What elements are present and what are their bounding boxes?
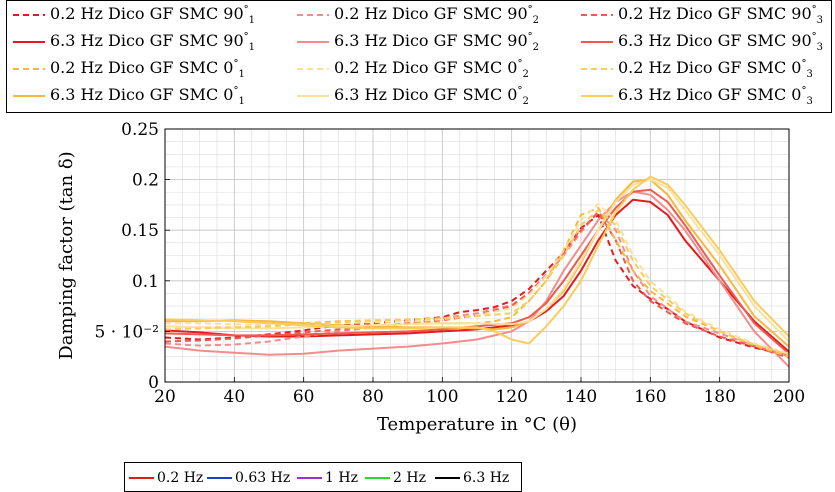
- legend-item: 6.3 Hz Dico GF SMC 90°2: [295, 30, 539, 54]
- bottom-legend-swatch: [207, 477, 232, 479]
- legend-label: 0.2 Hz Dico GF SMC 0°1: [50, 57, 245, 81]
- legend-label: 0.2 Hz Dico GF SMC 90°1: [50, 3, 255, 27]
- legend-swatch: [297, 68, 329, 70]
- legend-swatch: [581, 41, 613, 43]
- y-tick-label: 5 · 10⁻²: [95, 322, 159, 342]
- legend-item: 0.2 Hz Dico GF SMC 0°2: [295, 57, 529, 81]
- series-line-6: [164, 188, 790, 355]
- bottom-legend-label: 1 Hz: [325, 470, 358, 486]
- legend-swatch: [13, 14, 45, 16]
- bottom-legend-label: 0.2 Hz: [157, 470, 204, 486]
- x-tick-label: 120: [495, 387, 527, 407]
- y-tick-label: 0.1: [132, 272, 159, 292]
- bottom-legend-item: 0.63 Hz: [207, 468, 290, 488]
- y-tick-label: 0.2: [132, 171, 159, 191]
- legend-item: 6.3 Hz Dico GF SMC 0°3: [579, 84, 813, 108]
- legend-swatch: [581, 14, 613, 16]
- legend-item: 6.3 Hz Dico GF SMC 90°3: [579, 30, 823, 54]
- legend-swatch: [13, 68, 45, 70]
- legend-swatch: [297, 95, 329, 97]
- x-tick-label: 20: [154, 387, 176, 407]
- y-axis-label: Damping factor (tan δ): [56, 151, 77, 359]
- series-line-12: [164, 175, 790, 345]
- legend-label: 0.2 Hz Dico GF SMC 0°3: [618, 57, 813, 81]
- legend-item: 6.3 Hz Dico GF SMC 0°1: [11, 84, 245, 108]
- legend-swatch: [297, 41, 329, 43]
- ticks: 20 40 60 80 100 120 140 160 180 200 0 5 · 10⁻² 0.1 0.…: [95, 120, 806, 407]
- x-tick-label: 40: [224, 387, 246, 407]
- bottom-legend-item: 2 Hz: [365, 468, 426, 488]
- x-tick-label: 80: [362, 387, 384, 407]
- legend-label: 6.3 Hz Dico GF SMC 0°1: [50, 84, 245, 108]
- bottom-legend-swatch: [129, 477, 154, 479]
- series-line-11: [164, 209, 790, 356]
- legend-swatch: [581, 68, 613, 70]
- x-tick-label: 200: [773, 387, 805, 407]
- x-tick-label: 60: [293, 387, 315, 407]
- legend-swatch: [13, 95, 45, 97]
- legend-swatch: [297, 14, 329, 16]
- x-tick-label: 140: [565, 387, 597, 407]
- legend-bottom: 0.2 Hz 0.63 Hz 1 Hz 2 Hz 6.3 Hz: [124, 462, 522, 492]
- plot-frame: [164, 128, 790, 383]
- legend-item: 0.2 Hz Dico GF SMC 0°3: [579, 57, 813, 81]
- legend-label: 0.2 Hz Dico GF SMC 90°3: [618, 3, 823, 27]
- y-tick-label: 0.25: [121, 120, 159, 140]
- legend-item: 6.3 Hz Dico GF SMC 0°2: [295, 84, 529, 108]
- grid: [164, 128, 790, 383]
- bottom-legend-item: 1 Hz: [297, 468, 358, 488]
- x-tick-label: 100: [426, 387, 458, 407]
- bottom-legend-swatch: [297, 477, 322, 479]
- legend-item: 6.3 Hz Dico GF SMC 90°1: [11, 30, 255, 54]
- y-tick-label: 0: [148, 373, 159, 393]
- legend-label: 6.3 Hz Dico GF SMC 90°1: [50, 30, 255, 54]
- legend-item: 0.2 Hz Dico GF SMC 0°1: [11, 57, 245, 81]
- y-tick-label: 0.15: [121, 221, 159, 241]
- legend-label: 0.2 Hz Dico GF SMC 90°2: [334, 3, 539, 27]
- x-axis-label: Temperature in °C (θ): [377, 414, 577, 435]
- series-line-5: [164, 211, 790, 359]
- legend-swatch: [13, 41, 45, 43]
- legend-label: 6.3 Hz Dico GF SMC 90°2: [334, 30, 539, 54]
- legend-top: 0.2 Hz Dico GF SMC 90°1 0.2 Hz Dico GF SM…: [6, 0, 832, 113]
- series-line-9: [165, 202, 790, 355]
- legend-item: 0.2 Hz Dico GF SMC 90°1: [11, 3, 255, 27]
- bottom-legend-swatch: [435, 477, 460, 479]
- bottom-legend-item: 0.2 Hz: [129, 468, 203, 488]
- legend-item: 0.2 Hz Dico GF SMC 90°2: [295, 3, 539, 27]
- bottom-legend-label: 2 Hz: [393, 470, 426, 486]
- legend-label: 6.3 Hz Dico GF SMC 0°3: [618, 84, 813, 108]
- legend-label: 6.3 Hz Dico GF SMC 0°2: [334, 84, 529, 108]
- legend-item: 0.2 Hz Dico GF SMC 90°3: [579, 3, 823, 27]
- bottom-legend-item: 6.3 Hz: [435, 468, 509, 488]
- bottom-legend-label: 6.3 Hz: [463, 470, 510, 486]
- series-line-10: [164, 178, 790, 343]
- x-tick-label: 160: [634, 387, 666, 407]
- bottom-legend-label: 0.63 Hz: [235, 470, 291, 486]
- x-tick-label: 180: [703, 387, 735, 407]
- legend-swatch: [581, 95, 613, 97]
- legend-label: 6.3 Hz Dico GF SMC 90°3: [618, 30, 823, 54]
- series-layer: [164, 175, 790, 368]
- bottom-legend-swatch: [365, 477, 390, 479]
- legend-label: 0.2 Hz Dico GF SMC 0°2: [334, 57, 529, 81]
